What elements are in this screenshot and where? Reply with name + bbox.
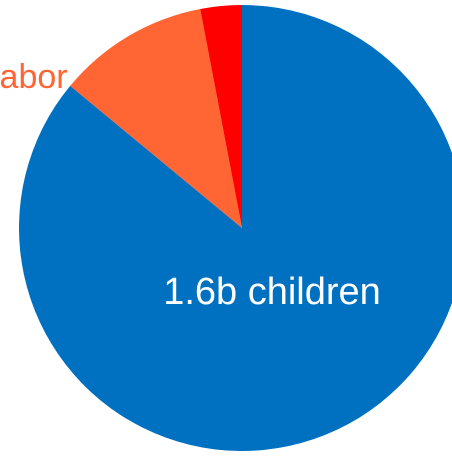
pie-slice-children [19, 5, 452, 451]
slice-label-labor: labor [0, 58, 68, 96]
slice-label-children: 1.6b children [163, 271, 381, 313]
pie-labels: 1.6b children labor [0, 58, 381, 313]
pie-slice-other [200, 5, 242, 228]
pie-slices [19, 5, 452, 451]
pie-slice-labor [70, 8, 243, 228]
